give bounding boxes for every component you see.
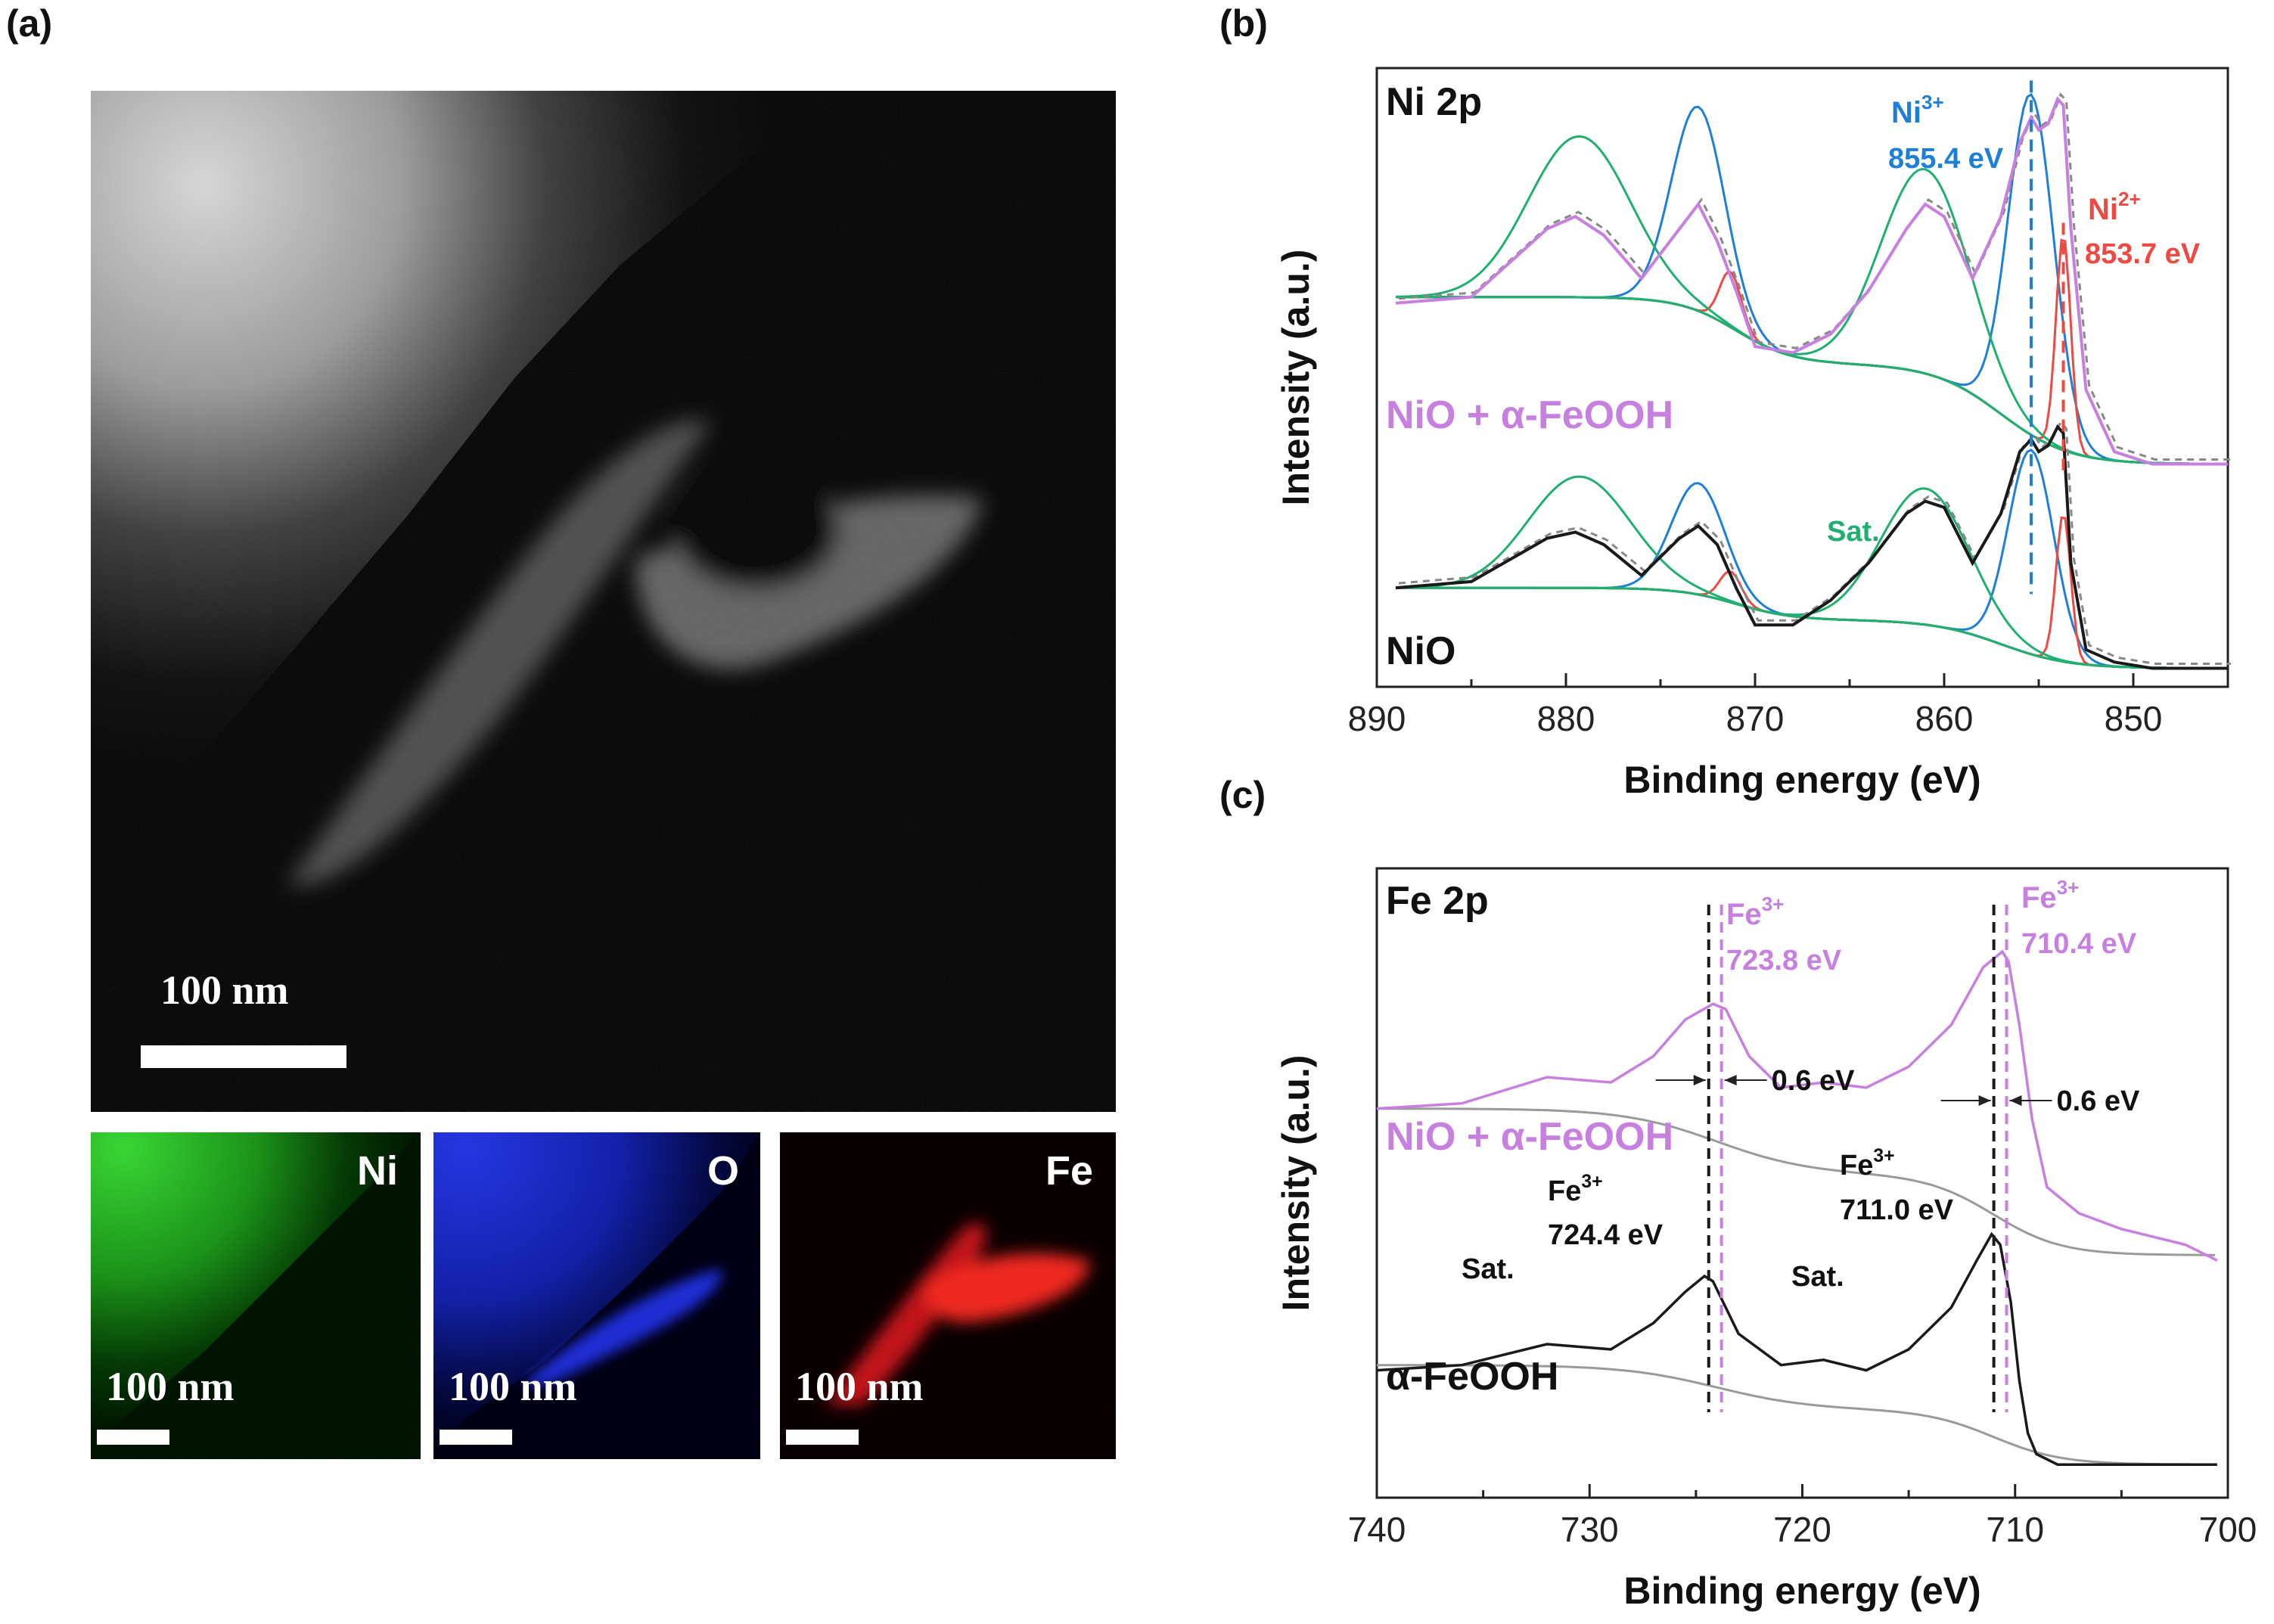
y-axis-label-c: Intensity (a.u.) [1275,1055,1317,1312]
fe-bottom-1-label: Fe3+ [1548,1172,1603,1207]
eds-fe-drawing [780,1132,1116,1459]
bottom-component-2 [1396,516,2224,669]
x-tick-label-b-890: 890 [1348,699,1406,738]
ni3-label: Ni3+ [1891,91,1944,129]
ni3-label-sup: 3+ [1921,91,1944,113]
bottom-component-4 [1396,487,2224,669]
panel-c-label: (c) [1219,774,1266,816]
x-tick-label-b-850: 850 [2105,699,2163,738]
x-tick-label-c-740: 740 [1348,1510,1406,1549]
series-line-c-0 [1376,949,2218,1262]
shift-2-arrowhead-left [1978,1095,1991,1106]
background-c-top [1377,1107,2216,1256]
fe-bottom-1-label-sup: 3+ [1581,1172,1602,1192]
ni2-label: Ni2+ [2088,188,2141,226]
series-line-b-1 [1395,424,2228,670]
fe-bottom-2-label-base: Fe [1840,1150,1873,1182]
ni3-value: 855.4 eV [1888,143,2004,175]
plot-frame-b [1375,67,2229,688]
series-line-b-0 [1395,96,2228,466]
chart-title-b: Ni 2p [1386,80,1482,124]
top-component-2 [1396,238,2224,465]
sample-top-c: NiO + α-FeOOH [1386,1115,1673,1159]
bottom-component-1 [1396,482,2224,669]
x-tick-label-c-700: 700 [2199,1510,2257,1549]
ni2-value: 853.7 eV [2085,238,2201,270]
sat-1-label-c: Sat. [1462,1253,1514,1285]
ni3-label-base: Ni [1891,96,1921,129]
plot-frame-c [1375,867,2229,1499]
eds-ni-label: Ni [357,1148,398,1194]
eds-ni-scale-bar [97,1430,169,1445]
top-component-1 [1396,105,2224,465]
bottom-component-3 [1396,570,2224,669]
sample-top-b: NiO + α-FeOOH [1386,393,1673,437]
fe-top-1-value: 723.8 eV [1726,945,1842,977]
eds-map-fe: Fe 100 nm [780,1132,1116,1459]
fe-bottom-2-value: 711.0 eV [1840,1194,1954,1226]
sat-label-b: Sat. [1827,516,1880,548]
eds-o-drawing [433,1132,760,1459]
fe-bottom-1-label-base: Fe [1548,1175,1581,1207]
tem-main-image: 100 nm [91,91,1116,1112]
eds-map-ni: Ni 100 nm [91,1132,421,1459]
eds-o-scale-label: 100 nm [449,1364,577,1409]
eds-ni-drawing [91,1132,421,1459]
top-component-5 [1396,135,2224,465]
chart-title-c: Fe 2p [1386,879,1489,923]
shift-1-arrowhead-right [1724,1075,1737,1085]
eds-ni-scale-label: 100 nm [106,1364,235,1409]
fe-top-1-label-sup: 3+ [1762,893,1785,915]
scale-bar [141,1045,346,1068]
bottom-component-5 [1395,475,2224,669]
raw-data-b-1 [1398,420,2231,665]
panel-b-label: (b) [1219,2,1268,45]
fe-bottom-2-label-sup: 3+ [1873,1146,1894,1166]
ni2-label-sup: 2+ [2118,188,2141,210]
eds-o-label: O [707,1148,739,1194]
sat-2-label-c: Sat. [1791,1261,1844,1293]
ni2-label-base: Ni [2088,193,2118,226]
top-component-4 [1396,168,2224,465]
shift-1-label: 0.6 eV [1772,1065,1856,1097]
bottom-component-0 [1396,449,2224,669]
sample-bottom-b: NiO [1386,629,1455,673]
shift-2-arrowhead-right [2009,1095,2022,1106]
top-component-3 [1396,269,2224,465]
fe-top-1-label: Fe3+ [1726,893,1784,931]
x-tick-label-c-730: 730 [1561,1510,1619,1549]
fe-bottom-1-value: 724.4 eV [1548,1219,1664,1251]
shift-1-arrowhead-left [1693,1075,1706,1085]
fe-top-2-value: 710.4 eV [2021,928,2137,960]
raw-data-b-0 [1398,92,2231,461]
background-c-bottom [1377,1364,2216,1466]
x-axis-label-b: Binding energy (eV) [1623,759,1980,801]
x-tick-label-c-710: 710 [1986,1510,2044,1549]
eds-fe-scale-label: 100 nm [795,1364,924,1409]
tem-main-drawing [91,91,1116,1112]
eds-o-scale-bar [440,1430,512,1445]
bottom-background [1396,586,2228,669]
fe-top-1-label-base: Fe [1726,898,1762,931]
x-tick-label-b-880: 880 [1537,699,1595,738]
eds-fe-label: Fe [1045,1148,1093,1194]
fe-top-2-label: Fe3+ [2021,876,2079,914]
x-tick-label-b-860: 860 [1915,699,1974,738]
shift-2-label: 0.6 eV [2057,1085,2141,1117]
scale-bar-label: 100 nm [160,967,289,1013]
eds-fe-scale-bar [786,1430,859,1445]
fe-bottom-2-label: Fe3+ [1840,1146,1895,1182]
sample-bottom-c: α-FeOOH [1386,1355,1558,1399]
y-axis-label-b: Intensity (a.u.) [1275,250,1317,506]
panel-a-label: (a) [6,2,53,45]
top-component-0 [1396,92,2224,465]
fe-top-2-label-sup: 3+ [2057,876,2080,899]
top-background [1396,296,2229,465]
series-line-c-1 [1376,1231,2217,1466]
x-tick-label-c-720: 720 [1773,1510,1831,1549]
x-tick-label-b-870: 870 [1726,699,1785,738]
fe-top-2-label-base: Fe [2021,881,2057,914]
x-axis-label-c: Binding energy (eV) [1623,1570,1980,1612]
eds-map-o: O 100 nm [433,1132,760,1459]
